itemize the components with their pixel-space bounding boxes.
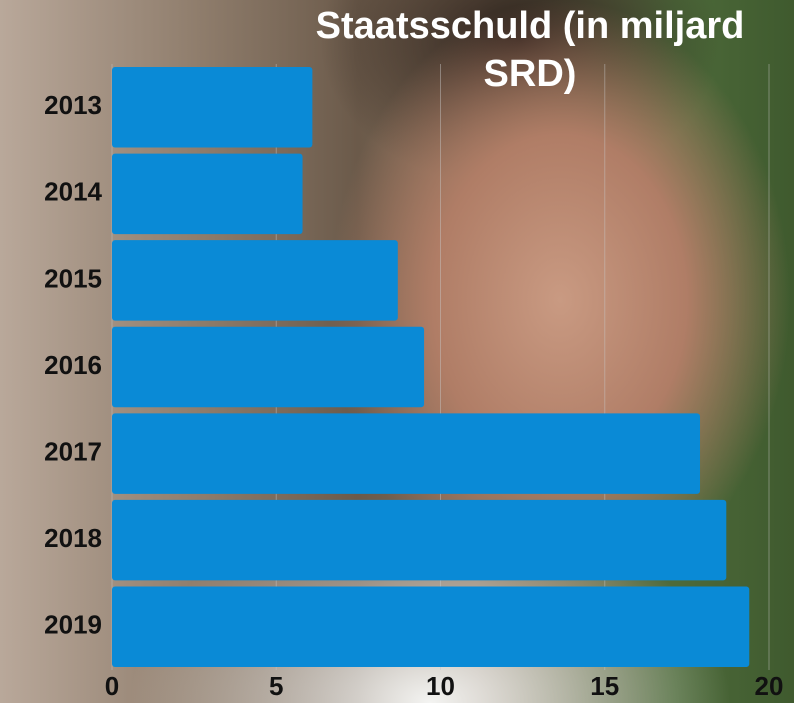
- bar: [112, 240, 398, 321]
- y-tick-label: 2017: [44, 436, 102, 466]
- bar: [112, 499, 727, 581]
- x-tick-label: 5: [269, 671, 283, 701]
- bar: [112, 586, 750, 667]
- y-tick-label: 2016: [44, 350, 102, 380]
- x-tick-label: 15: [590, 671, 619, 701]
- y-tick-label: 2015: [44, 263, 102, 293]
- y-tick-label: 2019: [44, 610, 102, 640]
- x-tick-label: 20: [755, 671, 784, 701]
- bar: [112, 67, 313, 148]
- y-tick-label: 2018: [44, 523, 102, 553]
- y-tick-label: 2013: [44, 90, 102, 120]
- y-tick-label: 2014: [44, 177, 102, 207]
- bar: [112, 413, 701, 494]
- bar: [112, 326, 425, 408]
- chart-title: Staatsschuld (in miljard SRD): [315, 5, 745, 95]
- x-tick-label: 10: [426, 671, 455, 701]
- x-tick-label: 0: [105, 671, 119, 701]
- bar: [112, 153, 303, 235]
